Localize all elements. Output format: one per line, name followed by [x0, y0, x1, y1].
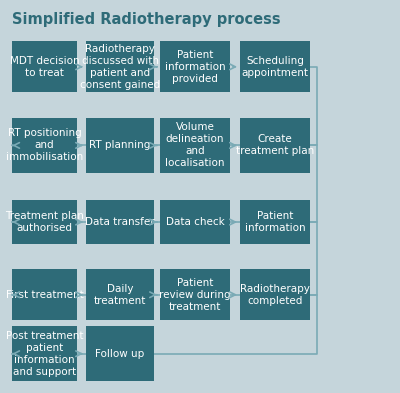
FancyBboxPatch shape	[86, 269, 154, 320]
Text: Radiotherapy
completed: Radiotherapy completed	[240, 284, 310, 306]
FancyBboxPatch shape	[160, 200, 230, 244]
FancyBboxPatch shape	[86, 41, 154, 92]
Text: Treatment plan
authorised: Treatment plan authorised	[5, 211, 84, 233]
Text: Simplified Radiotherapy process: Simplified Radiotherapy process	[12, 12, 281, 27]
Text: Data transfer: Data transfer	[85, 217, 155, 227]
FancyBboxPatch shape	[86, 326, 154, 381]
FancyBboxPatch shape	[240, 269, 310, 320]
FancyBboxPatch shape	[160, 41, 230, 92]
FancyBboxPatch shape	[12, 41, 77, 92]
FancyBboxPatch shape	[12, 326, 77, 381]
FancyBboxPatch shape	[86, 118, 154, 173]
FancyBboxPatch shape	[12, 269, 77, 320]
Text: Data check: Data check	[166, 217, 224, 227]
Text: Volume
delineation
and
localisation: Volume delineation and localisation	[165, 122, 225, 169]
FancyBboxPatch shape	[160, 118, 230, 173]
FancyBboxPatch shape	[160, 269, 230, 320]
Text: Radiotherapy
discussed with
patient and
consent gained: Radiotherapy discussed with patient and …	[80, 44, 160, 90]
FancyBboxPatch shape	[86, 200, 154, 244]
Text: Patient
information
provided: Patient information provided	[165, 50, 225, 84]
Text: RT positioning
and
immobilisation: RT positioning and immobilisation	[6, 129, 83, 162]
Text: First treatment: First treatment	[6, 290, 84, 300]
Text: Follow up: Follow up	[95, 349, 145, 359]
FancyBboxPatch shape	[240, 200, 310, 244]
Text: Post treatment
patient
information
and support: Post treatment patient information and s…	[6, 331, 83, 377]
Text: MDT decision
to treat: MDT decision to treat	[10, 56, 80, 78]
FancyBboxPatch shape	[12, 200, 77, 244]
Text: Scheduling
appointment: Scheduling appointment	[242, 56, 308, 78]
FancyBboxPatch shape	[240, 118, 310, 173]
Text: Patient
information: Patient information	[245, 211, 305, 233]
Text: RT planning: RT planning	[89, 140, 151, 151]
Text: Patient
review during
treatment: Patient review during treatment	[159, 278, 231, 312]
Text: Daily
treatment: Daily treatment	[94, 284, 146, 306]
Text: Create
treatment plan: Create treatment plan	[236, 134, 314, 156]
FancyBboxPatch shape	[240, 41, 310, 92]
FancyBboxPatch shape	[12, 118, 77, 173]
